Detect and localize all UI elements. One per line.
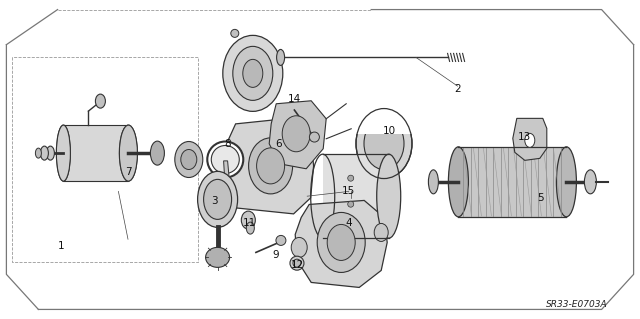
Ellipse shape bbox=[40, 146, 49, 160]
Ellipse shape bbox=[231, 29, 239, 37]
Text: 4: 4 bbox=[346, 218, 352, 228]
Text: 7: 7 bbox=[125, 167, 131, 177]
Text: 13: 13 bbox=[518, 132, 531, 142]
Ellipse shape bbox=[150, 141, 164, 165]
Polygon shape bbox=[354, 106, 414, 134]
Ellipse shape bbox=[257, 148, 285, 184]
Ellipse shape bbox=[348, 201, 354, 207]
Text: 15: 15 bbox=[342, 186, 355, 197]
Ellipse shape bbox=[377, 154, 401, 238]
Ellipse shape bbox=[449, 147, 468, 217]
Polygon shape bbox=[223, 161, 230, 194]
Ellipse shape bbox=[180, 150, 197, 169]
Ellipse shape bbox=[309, 132, 319, 142]
Polygon shape bbox=[458, 147, 566, 217]
Ellipse shape bbox=[374, 223, 388, 241]
Ellipse shape bbox=[243, 59, 263, 87]
Ellipse shape bbox=[120, 125, 138, 181]
Ellipse shape bbox=[47, 146, 54, 160]
Ellipse shape bbox=[282, 116, 310, 152]
Polygon shape bbox=[323, 154, 388, 238]
Ellipse shape bbox=[204, 179, 232, 219]
Ellipse shape bbox=[327, 225, 355, 260]
Text: 8: 8 bbox=[224, 138, 230, 149]
Polygon shape bbox=[223, 118, 314, 214]
Ellipse shape bbox=[207, 142, 243, 177]
Ellipse shape bbox=[290, 256, 304, 270]
Ellipse shape bbox=[276, 49, 285, 65]
Ellipse shape bbox=[198, 171, 237, 227]
Text: 2: 2 bbox=[454, 84, 461, 94]
Ellipse shape bbox=[246, 222, 254, 234]
Text: 5: 5 bbox=[538, 193, 544, 203]
Ellipse shape bbox=[223, 35, 283, 111]
Text: 3: 3 bbox=[211, 196, 218, 206]
Ellipse shape bbox=[356, 108, 412, 179]
Ellipse shape bbox=[348, 175, 354, 181]
Ellipse shape bbox=[233, 46, 273, 100]
Ellipse shape bbox=[56, 125, 70, 181]
Text: 10: 10 bbox=[383, 126, 396, 136]
Ellipse shape bbox=[584, 170, 596, 194]
Polygon shape bbox=[63, 125, 129, 181]
Ellipse shape bbox=[556, 147, 577, 217]
Text: 14: 14 bbox=[288, 94, 301, 104]
Ellipse shape bbox=[205, 247, 230, 267]
Ellipse shape bbox=[291, 237, 307, 257]
Text: 12: 12 bbox=[291, 260, 304, 270]
Text: 1: 1 bbox=[58, 241, 64, 251]
Ellipse shape bbox=[428, 170, 438, 194]
Text: 6: 6 bbox=[275, 138, 282, 149]
Ellipse shape bbox=[248, 138, 292, 194]
Polygon shape bbox=[513, 118, 547, 160]
Polygon shape bbox=[269, 101, 326, 169]
Ellipse shape bbox=[120, 125, 138, 181]
Ellipse shape bbox=[95, 94, 106, 108]
Text: 11: 11 bbox=[243, 218, 256, 228]
Polygon shape bbox=[295, 200, 387, 287]
Ellipse shape bbox=[293, 259, 301, 267]
Ellipse shape bbox=[364, 117, 404, 170]
Text: 9: 9 bbox=[272, 250, 278, 260]
Text: SR33-E0703A: SR33-E0703A bbox=[547, 300, 608, 309]
Ellipse shape bbox=[56, 125, 70, 181]
Ellipse shape bbox=[211, 145, 239, 174]
Ellipse shape bbox=[35, 148, 42, 158]
Ellipse shape bbox=[276, 235, 286, 245]
Ellipse shape bbox=[175, 142, 203, 177]
Ellipse shape bbox=[525, 133, 535, 147]
Ellipse shape bbox=[241, 211, 255, 229]
Ellipse shape bbox=[317, 212, 365, 272]
